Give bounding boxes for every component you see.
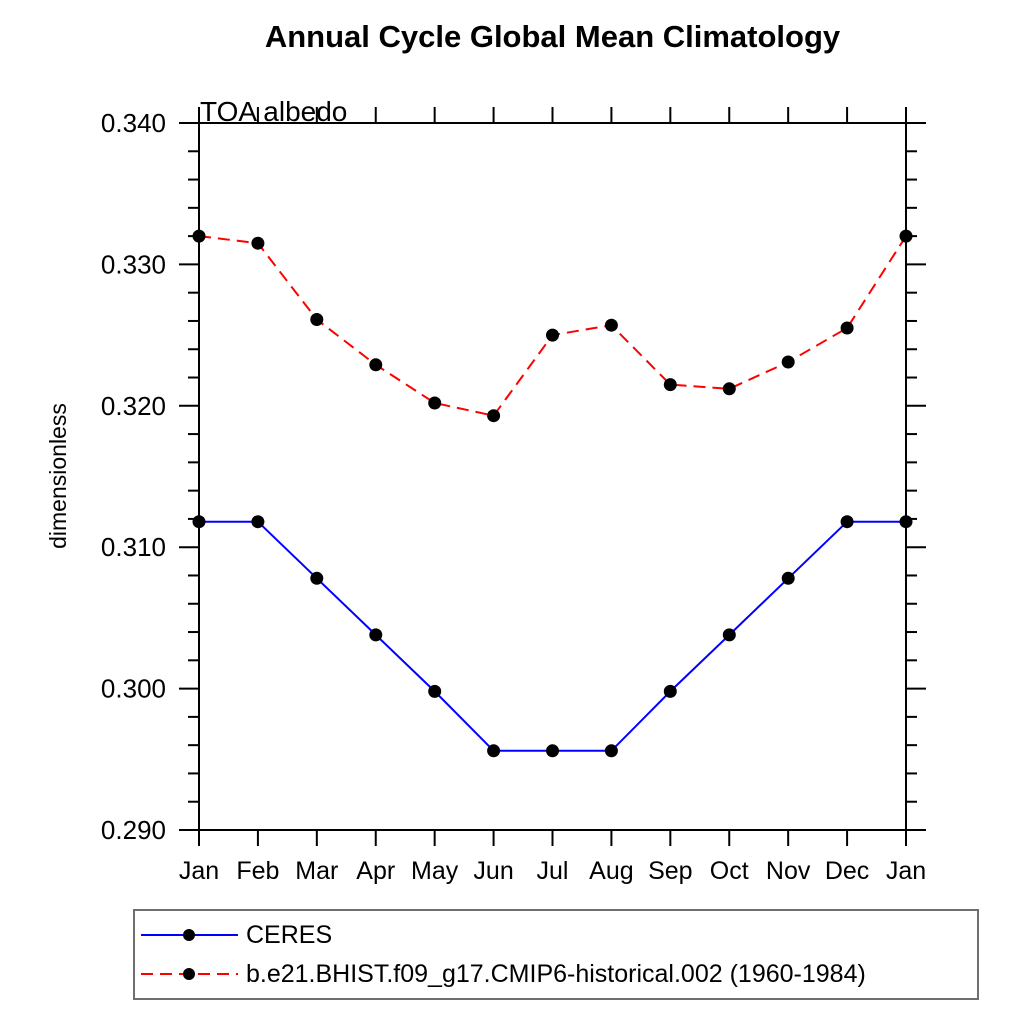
- y-axis-title: dimensionless: [45, 403, 71, 549]
- data-point-marker: [663, 378, 677, 392]
- model-dashed-line-swatch-icon: [141, 968, 238, 980]
- data-point-marker: [546, 744, 559, 758]
- data-point-marker: [781, 355, 795, 369]
- data-point-marker: [251, 515, 265, 529]
- x-tick-label: Jul: [537, 857, 569, 885]
- x-tick-label: Sep: [648, 857, 692, 885]
- data-point-marker: [487, 744, 501, 758]
- chart-title: Annual Cycle Global Mean Climatology: [264, 19, 841, 54]
- data-point-marker: [310, 313, 324, 326]
- data-point-marker: [899, 229, 913, 243]
- data-point-marker: [604, 318, 618, 332]
- data-point-marker: [604, 744, 618, 758]
- y-tick-label: 0.330: [101, 249, 166, 279]
- x-tick-label: Nov: [766, 857, 811, 885]
- y-axis: 0.290 0.300 0.310 0.320 0.330 0.340: [101, 108, 926, 845]
- data-point-marker: [192, 229, 206, 243]
- data-point-marker: [663, 684, 677, 698]
- x-tick-label: Aug: [589, 857, 633, 885]
- x-tick-label: Jan: [179, 857, 219, 885]
- data-point-marker: [428, 684, 442, 698]
- data-point-marker: [369, 358, 383, 372]
- data-point-marker: [781, 571, 795, 585]
- ceres-line-swatch-icon: [141, 929, 238, 941]
- x-tick-label: Jun: [473, 857, 513, 885]
- y-tick-label: 0.340: [101, 108, 166, 138]
- data-point-marker: [840, 515, 854, 529]
- y-tick-label: 0.310: [101, 532, 166, 562]
- series-line-0: [199, 520, 906, 752]
- data-point-marker: [428, 396, 442, 410]
- data-point-marker: [192, 515, 206, 529]
- x-tick-label: May: [411, 857, 459, 885]
- legend-item-ceres: CERES: [141, 920, 977, 950]
- x-tick-label: Dec: [825, 857, 869, 885]
- data-point-marker: [722, 382, 736, 396]
- data-point-marker: [840, 321, 854, 335]
- y-tick-label: 0.290: [101, 815, 166, 845]
- x-tick-label: Jan: [886, 857, 926, 885]
- x-tick-label: Oct: [710, 857, 749, 885]
- data-point-marker: [251, 236, 265, 250]
- data-point-marker: [722, 628, 736, 642]
- legend-label-ceres: CERES: [246, 920, 333, 949]
- legend-item-model: b.e21.BHIST.f09_g17.CMIP6-historical.002…: [141, 959, 977, 989]
- x-tick-label: Mar: [295, 857, 338, 885]
- x-tick-label: Feb: [236, 857, 279, 885]
- data-point-marker: [310, 571, 324, 585]
- y-tick-label: 0.320: [101, 391, 166, 421]
- y-tick-label: 0.300: [101, 674, 166, 704]
- chart-subtitle: TOA albedo: [200, 96, 348, 127]
- series-line-1: [198, 235, 907, 417]
- legend: CERES b.e21.BHIST.f09_g17.CMIP6-historic…: [133, 909, 979, 1000]
- plot-frame: [198, 122, 907, 831]
- data-point-marker: [546, 328, 559, 342]
- legend-label-model: b.e21.BHIST.f09_g17.CMIP6-historical.002…: [246, 959, 866, 988]
- data-point-marker: [899, 515, 913, 529]
- data-point-marker: [487, 409, 501, 423]
- data-point-marker: [369, 628, 383, 642]
- x-axis: Jan Feb Mar Apr May Jun Jul Aug Sep Oct Nov Dec Jan: [179, 107, 926, 885]
- x-tick-label: Apr: [356, 857, 395, 885]
